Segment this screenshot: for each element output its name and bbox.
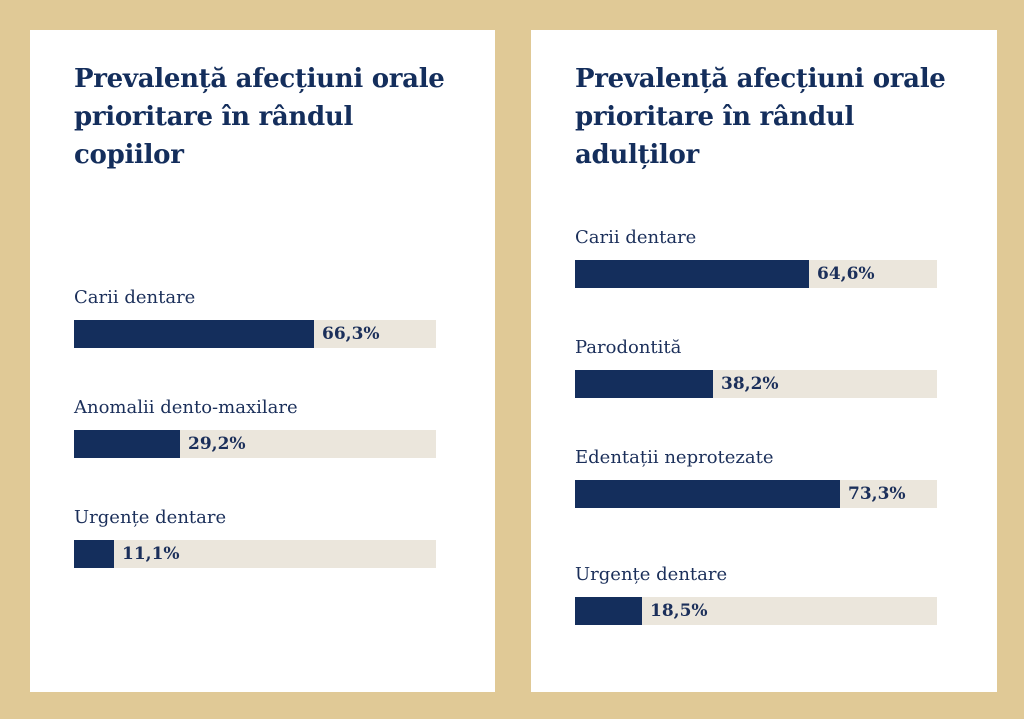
bar-track: 18,5% — [575, 597, 937, 625]
adults-bar-row: Parodontită 38,2% — [575, 336, 937, 398]
category-label: Carii dentare — [74, 287, 196, 308]
bar-track: 38,2% — [575, 370, 937, 398]
bar — [575, 260, 809, 288]
bar-track: 66,3% — [74, 320, 436, 348]
bar-track: 73,3% — [575, 480, 937, 508]
bar — [575, 370, 713, 398]
category-label: Anomalii dento-maxilare — [74, 397, 298, 418]
data-label: 38,2% — [721, 374, 779, 394]
children-chart-card: Prevalență afecțiuni orale prioritare în… — [30, 30, 495, 692]
bar — [74, 540, 114, 568]
data-label: 66,3% — [322, 324, 380, 344]
adults-bar-row: Edentații neprotezate 73,3% — [575, 446, 937, 508]
category-label: Urgențe dentare — [575, 564, 728, 585]
data-label: 64,6% — [817, 264, 875, 284]
category-label: Urgențe dentare — [74, 507, 227, 528]
category-label: Carii dentare — [575, 227, 697, 248]
data-label: 11,1% — [122, 544, 180, 564]
data-label: 18,5% — [650, 601, 708, 621]
bar — [74, 430, 180, 458]
children-bar-row: Carii dentare 66,3% — [74, 286, 436, 348]
children-bar-row: Urgențe dentare 11,1% — [74, 506, 436, 568]
bar-track: 29,2% — [74, 430, 436, 458]
bar — [74, 320, 314, 348]
data-label: 73,3% — [848, 484, 906, 504]
bar-track: 64,6% — [575, 260, 937, 288]
category-label: Parodontită — [575, 337, 682, 358]
adults-chart-title: Prevalență afecțiuni orale prioritare în… — [575, 64, 946, 170]
category-label: Edentații neprotezate — [575, 447, 774, 468]
bar — [575, 480, 840, 508]
bar-track: 11,1% — [74, 540, 436, 568]
adults-bar-row: Urgențe dentare 18,5% — [575, 563, 937, 625]
adults-bar-row: Carii dentare 64,6% — [575, 226, 937, 288]
children-bar-row: Anomalii dento-maxilare 29,2% — [74, 396, 436, 458]
children-chart-title: Prevalență afecțiuni orale prioritare în… — [74, 64, 445, 170]
data-label: 29,2% — [188, 434, 246, 454]
adults-chart-card: Prevalență afecțiuni orale prioritare în… — [531, 30, 997, 692]
bar — [575, 597, 642, 625]
